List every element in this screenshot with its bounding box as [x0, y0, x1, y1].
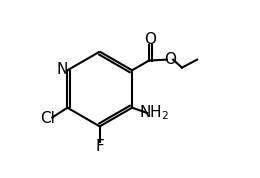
Text: N: N	[57, 62, 68, 77]
Text: Cl: Cl	[40, 111, 55, 126]
Text: F: F	[95, 139, 104, 154]
Text: NH$_2$: NH$_2$	[139, 104, 169, 122]
Text: O: O	[145, 32, 157, 47]
Text: O: O	[164, 52, 176, 67]
